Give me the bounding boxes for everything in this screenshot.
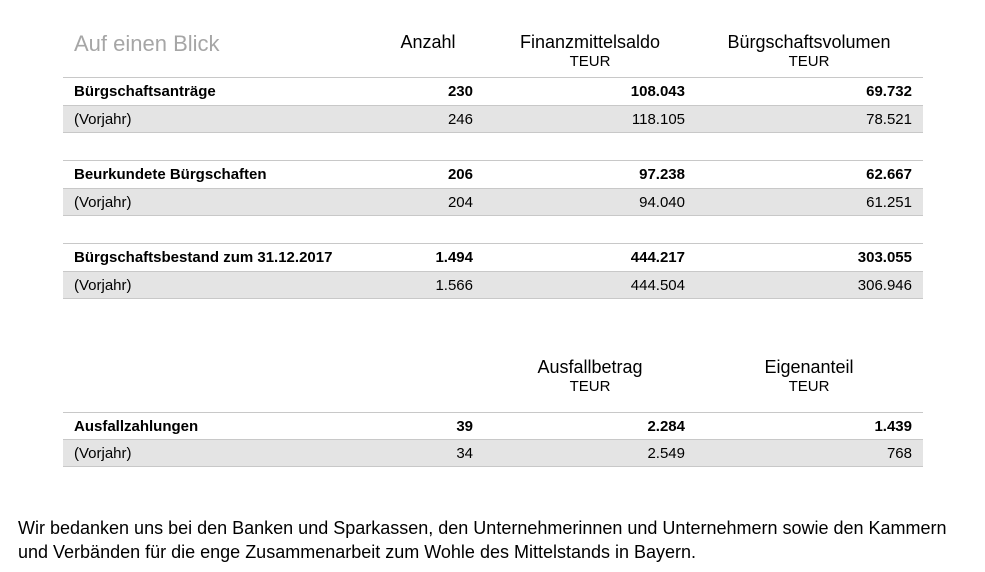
- row-label: (Vorjahr): [74, 111, 132, 128]
- row-label: (Vorjahr): [74, 194, 132, 211]
- row-count: 34: [456, 445, 473, 462]
- row-label: (Vorjahr): [74, 445, 132, 462]
- table-row: Beurkundete Bürgschaften 206 97.238 62.6…: [63, 161, 923, 188]
- row-volume: 62.667: [866, 166, 912, 183]
- row-count: 230: [447, 83, 473, 100]
- table-row: (Vorjahr) 246 118.105 78.521: [63, 106, 923, 133]
- row-label: (Vorjahr): [74, 277, 132, 294]
- table-row: (Vorjahr) 204 94.040 61.251: [63, 189, 923, 216]
- row-volume: 306.946: [857, 277, 912, 294]
- header-own-share: Eigenanteil TEUR: [709, 356, 909, 396]
- divider: [63, 160, 923, 161]
- divider: [63, 412, 923, 413]
- divider: [63, 243, 923, 244]
- header-finance-label: Finanzmittelsaldo: [519, 32, 661, 52]
- row-volume: 61.251: [866, 194, 912, 211]
- header-default-amount: Ausfallbetrag TEUR: [495, 356, 685, 396]
- header-default-amount-unit: TEUR: [569, 378, 611, 395]
- divider: [63, 439, 923, 440]
- header-volume: Bürgschaftsvolumen TEUR: [709, 31, 909, 71]
- row-count: 246: [447, 111, 473, 128]
- row-count: 1.566: [435, 277, 473, 294]
- row-default-amount: 2.549: [647, 445, 685, 462]
- row-label: Ausfallzahlungen: [74, 418, 199, 435]
- row-default-amount: 2.284: [647, 418, 685, 435]
- header-default-amount-label: Ausfallbetrag: [537, 357, 643, 377]
- header-volume-unit: TEUR: [788, 53, 830, 70]
- row-finance: 444.504: [630, 277, 685, 294]
- row-own-share: 1.439: [874, 418, 912, 435]
- row-count: 1.494: [435, 249, 473, 266]
- divider: [63, 215, 923, 216]
- row-label: Bürgschaftsanträge: [74, 83, 216, 100]
- row-finance: 118.105: [631, 111, 685, 128]
- row-count: 206: [447, 166, 473, 183]
- divider: [63, 132, 923, 133]
- header-count-label: Anzahl: [400, 32, 456, 52]
- table-row: (Vorjahr) 34 2.549 768: [63, 440, 923, 467]
- header-volume-label: Bürgschaftsvolumen: [727, 32, 891, 52]
- divider: [63, 466, 923, 467]
- row-count: 204: [447, 194, 473, 211]
- row-count: 39: [456, 418, 473, 435]
- header-count: Anzahl: [388, 31, 468, 53]
- table-row: Ausfallzahlungen 39 2.284 1.439: [63, 413, 923, 440]
- divider: [63, 271, 923, 272]
- row-volume: 303.055: [857, 249, 912, 266]
- divider: [63, 77, 923, 78]
- row-finance: 97.238: [639, 166, 685, 183]
- row-label: Beurkundete Bürgschaften: [74, 166, 267, 183]
- divider: [63, 298, 923, 299]
- row-own-share: 768: [886, 445, 912, 462]
- divider: [63, 188, 923, 189]
- header-finance: Finanzmittelsaldo TEUR: [495, 31, 685, 71]
- header-own-share-label: Eigenanteil: [764, 357, 854, 377]
- row-finance: 108.043: [630, 83, 685, 100]
- header-own-share-unit: TEUR: [788, 378, 830, 395]
- row-finance: 444.217: [630, 249, 685, 266]
- row-label: Bürgschaftsbestand zum 31.12.2017: [74, 249, 333, 266]
- table-row: Bürgschaftsanträge 230 108.043 69.732: [63, 78, 923, 105]
- row-volume: 69.732: [866, 83, 912, 100]
- divider: [63, 105, 923, 106]
- header-finance-unit: TEUR: [569, 53, 611, 70]
- row-volume: 78.521: [866, 111, 912, 128]
- table-row: (Vorjahr) 1.566 444.504 306.946: [63, 272, 923, 299]
- row-finance: 94.040: [639, 194, 685, 211]
- page-title: Auf einen Blick: [74, 31, 220, 56]
- footer-note: Wir bedanken uns bei den Banken und Spar…: [18, 518, 947, 562]
- table-row: Bürgschaftsbestand zum 31.12.2017 1.494 …: [63, 244, 923, 271]
